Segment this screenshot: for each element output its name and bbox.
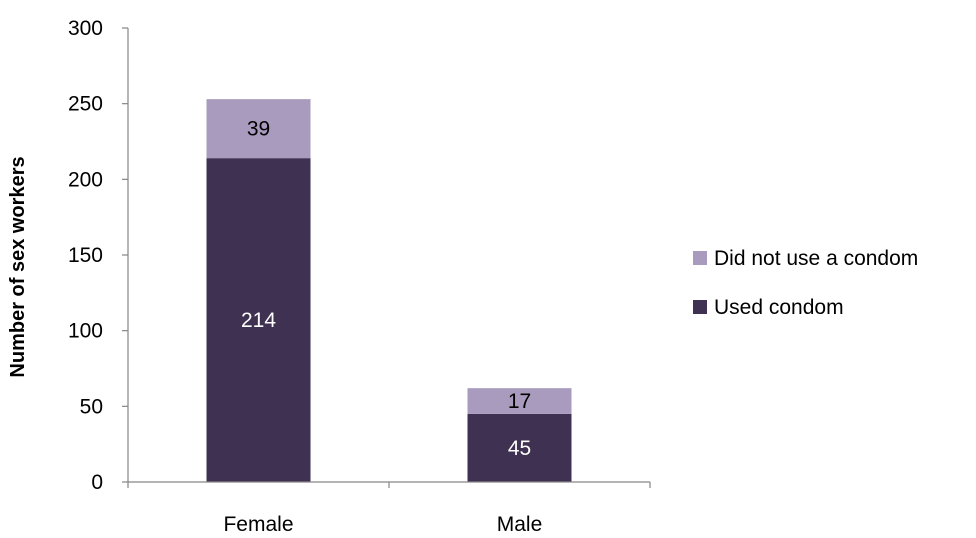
data-label: 17 — [508, 390, 531, 413]
bar-segment-female-did-not-use-condom — [206, 99, 311, 159]
x-axis-ticks — [127, 482, 651, 488]
y-tick-label: 50 — [80, 395, 103, 418]
y-tick-label: 200 — [68, 168, 103, 191]
data-label: 45 — [508, 437, 531, 460]
y-tick-label: 250 — [68, 93, 103, 116]
data-label: 214 — [241, 309, 276, 332]
y-axis-ticks: 0 50 100 150 200 250 300 — [68, 17, 128, 494]
legend-label: Did not use a condom — [714, 247, 918, 270]
legend: Did not use a condom Used condom — [693, 247, 918, 319]
category-label: Female — [223, 513, 293, 536]
bar-segment-female-used-condom — [206, 158, 311, 482]
y-tick-label: 0 — [91, 471, 103, 494]
bar-segment-male-did-not-use-condom — [467, 388, 572, 414]
data-labels: 214 39 45 17 — [241, 118, 531, 460]
bars — [206, 99, 572, 482]
category-labels: Female Male — [223, 513, 542, 536]
data-label: 39 — [247, 118, 270, 141]
legend-label: Used condom — [714, 296, 844, 319]
legend-swatch — [693, 251, 707, 265]
y-tick-label: 300 — [68, 17, 103, 40]
y-tick-label: 100 — [68, 320, 103, 343]
bar-segment-male-used-condom — [467, 413, 572, 482]
y-axis-label: Number of sex workers — [7, 156, 29, 377]
legend-swatch — [693, 300, 707, 314]
y-tick-label: 150 — [68, 244, 103, 267]
category-label: Male — [497, 513, 543, 536]
